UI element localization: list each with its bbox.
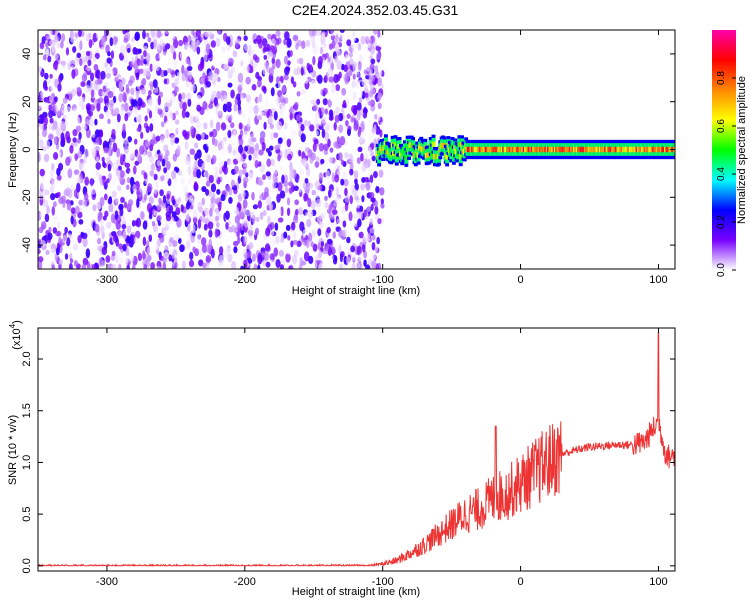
snr-y-tick-label: 0.0 [21,558,33,573]
colorbar: 0.0 0.2 0.4 0.6 0.8 Normalized spectral ampl… [712,30,748,277]
snr-line [38,332,675,568]
snr-y-tick-label: 1.0 [21,455,33,470]
snr-xlabel: Height of straight line (km) [292,586,420,598]
snr-scale-prefix: (x10 [11,328,23,349]
snr-x-tick-label: 100 [649,576,667,588]
spectrogram-y-tick-label: -20 [21,189,33,205]
spectrogram-ylabel: Frequency (Hz) [7,112,19,188]
snr-frame [37,327,676,572]
colorbar-tick-label: 0.4 [716,167,727,181]
colorbar-tick-label: 0.0 [716,263,727,277]
spectrogram-y-tick-label: -40 [21,237,33,253]
snr-panel: -300 -200 -100 0 100 0.0 0.5 1.0 1.5 2.0 Height … [7,320,676,598]
noise-region [38,30,385,269]
signal-band [375,134,675,167]
snr-y-tick-label: 1.5 [21,403,33,418]
spectrogram-x-tick-label: 100 [649,274,667,286]
svg-text:(x104): (x104) [8,320,23,350]
snr-ylabel: SNR (10 * v/v) [7,415,19,485]
spectrogram-y-tick-label: 0 [21,146,33,152]
snr-y-tick-label: 0.5 [21,506,33,521]
colorbar-tick-label: 0.2 [716,215,727,229]
spectrogram-x-tick-label: -300 [96,274,118,286]
spectrogram-xlabel: Height of straight line (km) [292,285,420,297]
spectrogram-x-tick-label: -100 [372,274,394,286]
snr-x-tick-label: 0 [518,576,524,588]
snr-x-tick-label: -300 [96,576,118,588]
spectrogram-x-tick-label: -200 [234,274,256,286]
snr-x-tick-label: -100 [372,576,394,588]
spectrogram-x-tick-label: 0 [518,274,524,286]
snr-y-tick-label: 2.0 [21,351,33,366]
snr-x-tick-label: -200 [234,576,256,588]
snr-scale-exponent: 4 [8,323,17,328]
colorbar-tick-label: 0.8 [716,71,727,85]
colorbar-gradient [712,30,736,270]
figure-title: C2E4.2024.352.03.45.G31 [291,2,459,18]
spectrogram-y-tick-label: 40 [21,48,33,60]
colorbar-label: Normalized spectral amplitude [736,76,748,224]
spectrogram-y-tick-label: 20 [21,96,33,108]
colorbar-tick-label: 0.6 [716,119,727,133]
snr-scale-label: (x104) [8,320,23,350]
